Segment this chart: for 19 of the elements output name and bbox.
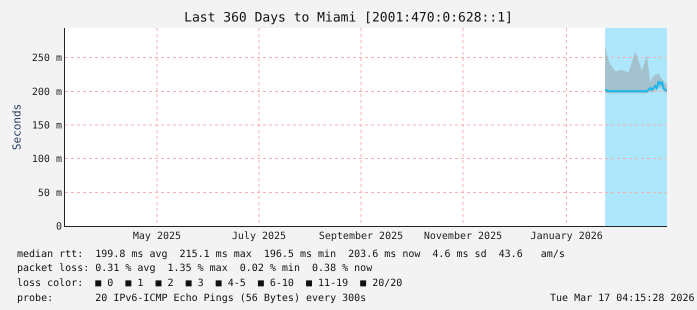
- x-tick-label: May 2025: [132, 231, 182, 242]
- x-tick-label: January 2026: [530, 231, 603, 242]
- text: probe: 20 IPv6-ICMP Echo Pings (56 Bytes) every 300s: [17, 293, 366, 304]
- y-tick-label: 100 m: [32, 154, 62, 166]
- y-tick-label: 150 m: [32, 120, 62, 132]
- line-series: [604, 80, 667, 92]
- y-tick-label: 50 m: [38, 188, 62, 199]
- x-tick-label: September 2025: [318, 231, 404, 242]
- text: packet loss: 0.31 % avg 1.35 % max 0.02 % min 0.38 % now: [17, 263, 374, 274]
- text: median rtt: 199.8 ms avg 215.1 ms max 196.5 ms min 203.6 ms now 4.6 ms sd 43.6 am/s: [17, 249, 565, 260]
- x-tick-label: November 2025: [424, 231, 502, 242]
- y-tick-label: 200 m: [32, 86, 62, 98]
- text: loss color: ■ 0 ■ 1 ■ 2 ■ 3 ■ 4-5 ■ 6-10 ■ 11-19 ■ 20/20: [17, 278, 402, 289]
- x-tick-label: July 2025: [232, 231, 286, 242]
- y-axis-title: Seconds: [10, 104, 24, 150]
- chart-title: Last 360 Days to Miami [2001:470:0:628::1]: [184, 10, 513, 26]
- text: Tue Mar 17 04:15:28 2026: [550, 293, 694, 304]
- y-tick-label: 250 m: [32, 53, 62, 64]
- y-tick-label: 0: [56, 222, 62, 232]
